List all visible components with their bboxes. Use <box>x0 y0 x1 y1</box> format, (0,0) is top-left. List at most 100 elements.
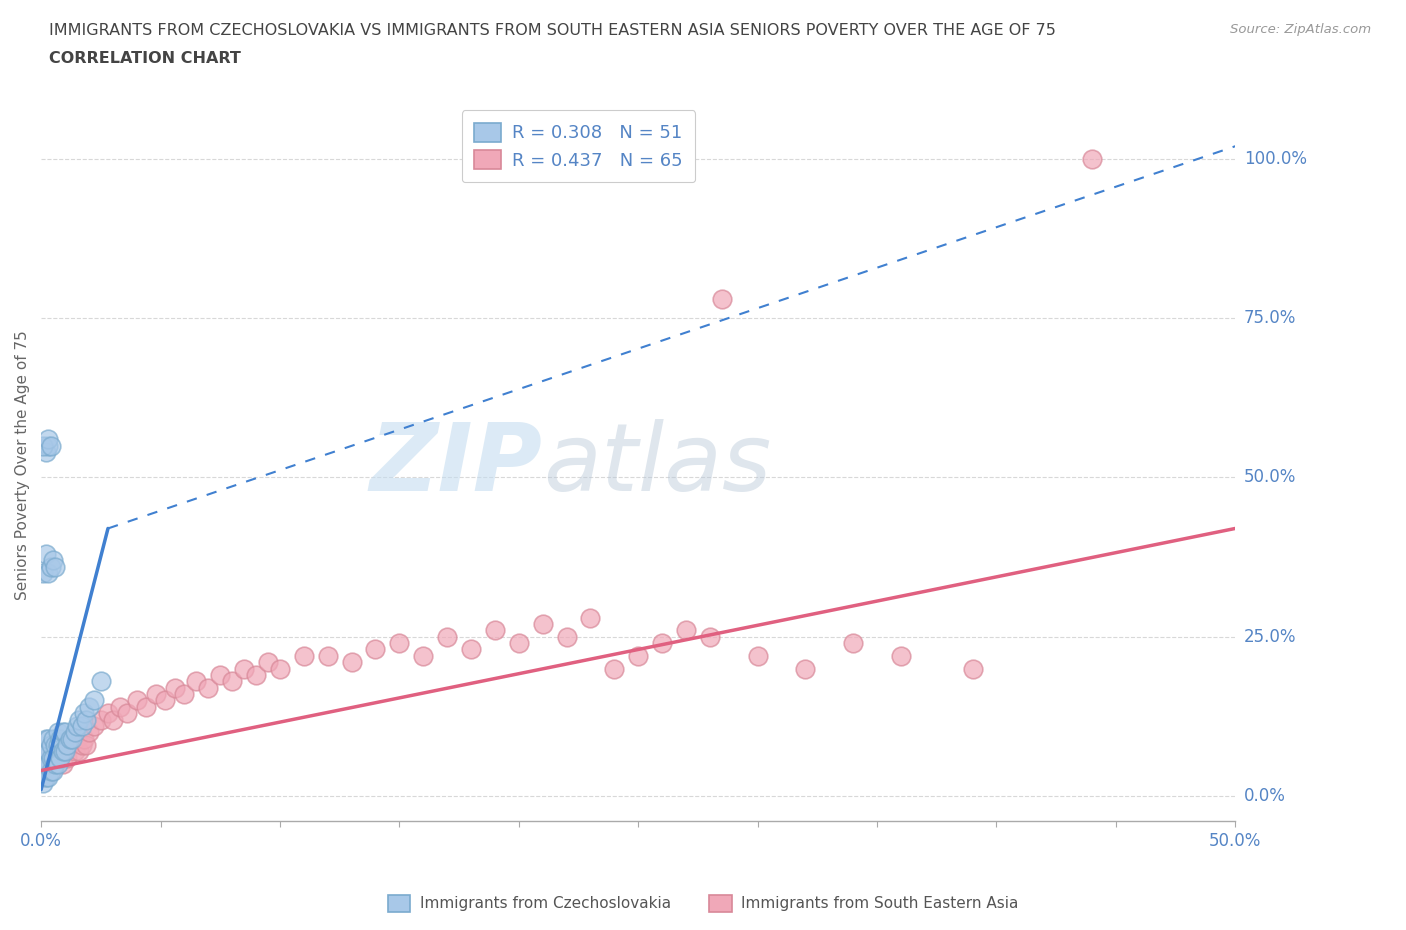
Point <box>508 636 530 651</box>
Text: 50.0%: 50.0% <box>1244 469 1296 486</box>
Point <box>35 769 58 784</box>
Text: Source: ZipAtlas.com: Source: ZipAtlas.com <box>1230 23 1371 36</box>
Point <box>245 668 267 683</box>
Legend: Immigrants from Czechoslovakia, Immigrants from South Eastern Asia: Immigrants from Czechoslovakia, Immigran… <box>381 889 1025 918</box>
Point <box>32 764 55 778</box>
Point <box>145 686 167 701</box>
Point <box>388 636 411 651</box>
Point <box>63 744 86 759</box>
Point <box>56 737 79 752</box>
Point <box>37 769 59 784</box>
Point <box>699 630 721 644</box>
Y-axis label: Seniors Poverty Over the Age of 75: Seniors Poverty Over the Age of 75 <box>15 330 30 600</box>
Point <box>794 661 817 676</box>
Point <box>60 731 83 746</box>
Point <box>59 737 82 752</box>
Point <box>42 764 65 778</box>
Point <box>186 674 208 689</box>
Point <box>90 674 112 689</box>
Point <box>233 661 256 676</box>
Point <box>484 623 506 638</box>
Point <box>35 757 58 772</box>
Point <box>59 731 82 746</box>
Text: atlas: atlas <box>543 419 770 511</box>
Point <box>35 731 58 746</box>
Point <box>39 764 62 778</box>
Point <box>49 737 72 752</box>
Point <box>67 712 90 727</box>
Point <box>37 751 59 765</box>
Text: 100.0%: 100.0% <box>1244 150 1306 168</box>
Point <box>42 751 65 765</box>
Text: ZIP: ZIP <box>370 418 543 511</box>
Point <box>35 744 58 759</box>
Text: 25.0%: 25.0% <box>1244 628 1296 645</box>
Point <box>76 737 98 752</box>
Point <box>32 776 55 790</box>
Point <box>42 744 65 759</box>
Point <box>39 751 62 765</box>
Point <box>52 744 75 759</box>
Point <box>70 737 93 752</box>
Point <box>37 432 59 446</box>
Point <box>39 764 62 778</box>
Point <box>44 757 66 772</box>
Point <box>292 648 315 663</box>
Point <box>627 648 650 663</box>
Point <box>37 438 59 453</box>
Point <box>197 680 219 695</box>
Point <box>39 559 62 574</box>
Point <box>603 661 626 676</box>
Point <box>52 757 75 772</box>
Point <box>97 706 120 721</box>
Point <box>460 642 482 657</box>
Point <box>37 757 59 772</box>
Point <box>163 680 186 695</box>
Point <box>63 724 86 739</box>
Point <box>221 674 243 689</box>
Point <box>53 724 76 739</box>
Point <box>35 757 58 772</box>
Point <box>890 648 912 663</box>
Point <box>340 655 363 670</box>
Point <box>49 751 72 765</box>
Point <box>73 706 96 721</box>
Point <box>35 757 58 772</box>
Point <box>1081 152 1104 166</box>
Point <box>39 438 62 453</box>
Point <box>70 719 93 734</box>
Point <box>316 648 339 663</box>
Point <box>37 565 59 580</box>
Point <box>32 769 55 784</box>
Point <box>747 648 769 663</box>
Point <box>39 737 62 752</box>
Point <box>46 737 69 752</box>
Text: 0.0%: 0.0% <box>1244 787 1285 805</box>
Point <box>60 731 83 746</box>
Point <box>108 699 131 714</box>
Point <box>842 636 865 651</box>
Point <box>651 636 673 651</box>
Point <box>531 617 554 631</box>
Legend: R = 0.308   N = 51, R = 0.437   N = 65: R = 0.308 N = 51, R = 0.437 N = 65 <box>461 110 696 182</box>
Point <box>46 724 69 739</box>
Point <box>35 547 58 562</box>
Point <box>412 648 434 663</box>
Point <box>77 699 100 714</box>
Point <box>675 623 697 638</box>
Point <box>46 751 69 765</box>
Point <box>66 731 89 746</box>
Point <box>49 731 72 746</box>
Point <box>125 693 148 708</box>
Point <box>66 719 89 734</box>
Point <box>83 693 105 708</box>
Point <box>101 712 124 727</box>
Point <box>46 757 69 772</box>
Point <box>32 438 55 453</box>
Point <box>73 731 96 746</box>
Point <box>35 445 58 459</box>
Point <box>44 737 66 752</box>
Point <box>42 552 65 567</box>
Point <box>67 744 90 759</box>
Text: 75.0%: 75.0% <box>1244 309 1296 327</box>
